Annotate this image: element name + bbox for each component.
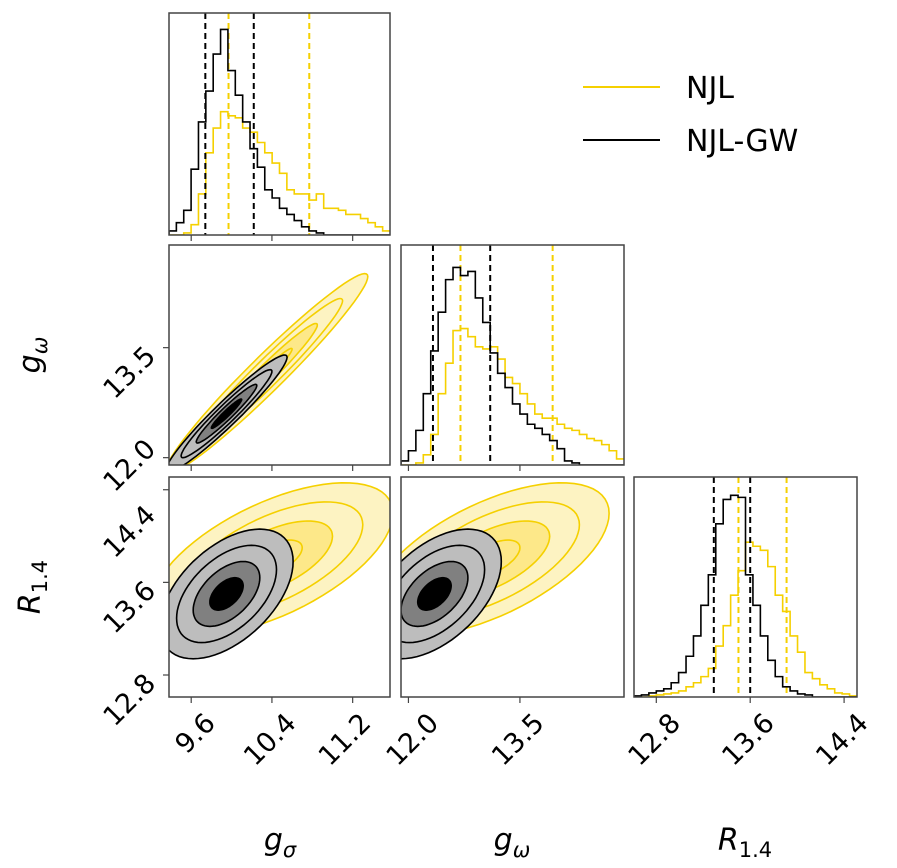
y-tick-label-gw: 12.0 xyxy=(98,434,162,498)
axis-label-symbol: R xyxy=(718,823,739,858)
histogram-R-njl-gw xyxy=(634,494,857,697)
x-tick-label-gs: 9.6 xyxy=(169,708,221,760)
y-tick-label-R: 12.8 xyxy=(98,668,162,732)
y-tick-label-gw: 13.5 xyxy=(98,341,162,405)
legend: NJL NJL-GW xyxy=(583,71,798,159)
y-axis-label-r14: R1.4 xyxy=(13,560,52,614)
x-axis-label-g-sigma: gσ xyxy=(264,823,297,862)
x-axis-label-g-omega: gω xyxy=(494,823,531,862)
contour-gs-gw-frame xyxy=(168,244,391,466)
histogram-gs-njl-gw xyxy=(169,28,390,235)
x-tick-label-R: 14.4 xyxy=(810,708,874,772)
x-tick-label-R: 13.6 xyxy=(716,708,780,772)
contour-gs-R-frame xyxy=(168,476,391,698)
axis-label-subscript: ω xyxy=(513,838,531,862)
legend-label-njl-gw: NJL-GW xyxy=(686,124,798,159)
y-axis-label-g-omega: gω xyxy=(13,337,52,374)
contour-gs-R-njl-gw-level-0.5 xyxy=(209,576,245,612)
axis-label-symbol: g xyxy=(494,823,513,858)
y-tick-label-R: 14.4 xyxy=(98,500,162,564)
x-tick-label-gs: 10.4 xyxy=(238,708,302,772)
histogram-gw-frame xyxy=(400,244,625,466)
histogram-gs-frame xyxy=(168,12,391,236)
panels: 12.8 13.6 14.412.013.59.6 10.4 11.212.813.61… xyxy=(13,12,875,862)
histogram-R-frame xyxy=(633,476,858,698)
contour-gw-R-frame xyxy=(400,476,625,698)
x-tick-label-R: 12.8 xyxy=(622,708,686,772)
axis-label-subscript: 1.4 xyxy=(739,838,772,862)
x-tick-label-gs: 11.2 xyxy=(313,708,377,772)
histogram-gs-njl xyxy=(169,110,390,235)
legend-label-njl: NJL xyxy=(686,71,734,106)
axis-label-subscript: ω xyxy=(28,337,52,355)
axis-label-subscript: σ xyxy=(283,838,297,862)
x-tick-label-gw: 13.5 xyxy=(486,708,550,772)
histogram-gw-njl xyxy=(401,327,624,465)
x-tick-label-gw: 12.0 xyxy=(381,708,445,772)
contour-gs-gw-njl-gw-level-0.5 xyxy=(210,398,243,430)
y-tick-label-R: 13.6 xyxy=(98,575,162,639)
contour-gw-R-njl-gw-level-0.5 xyxy=(416,576,453,612)
axis-label-subscript: 1.4 xyxy=(28,560,52,593)
axis-label-symbol: g xyxy=(264,823,283,858)
axis-label-symbol: R xyxy=(13,593,48,614)
histogram-gw-njl-gw xyxy=(401,266,624,465)
axis-label-symbol: g xyxy=(13,354,48,373)
x-axis-label-r14: R1.4 xyxy=(718,823,772,862)
